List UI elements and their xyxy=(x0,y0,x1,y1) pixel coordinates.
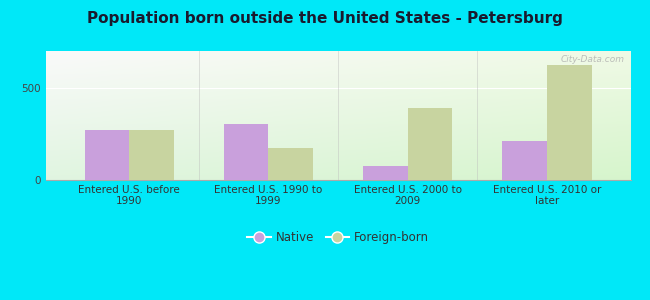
Text: City-Data.com: City-Data.com xyxy=(561,55,625,64)
Bar xyxy=(129,130,174,180)
Text: Population born outside the United States - Petersburg: Population born outside the United State… xyxy=(87,11,563,26)
Bar xyxy=(363,166,408,180)
Bar xyxy=(502,141,547,180)
Bar xyxy=(84,130,129,180)
Bar xyxy=(547,65,592,180)
Legend: Native, Foreign-born: Native, Foreign-born xyxy=(242,226,434,249)
Bar xyxy=(408,108,452,180)
Bar xyxy=(268,148,313,180)
Bar xyxy=(224,124,268,180)
